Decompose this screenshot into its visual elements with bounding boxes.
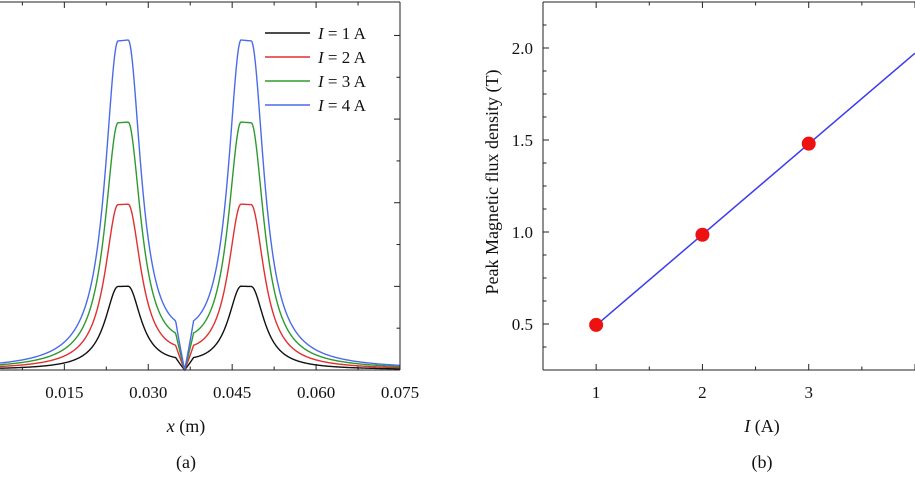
x-tick-label: 0.045 (213, 383, 251, 402)
curve-series-3 (0, 121, 401, 372)
panel-b-ticks: 1 2 3 0.5 1.0 1.5 2.0 (512, 1, 915, 402)
data-point (589, 317, 604, 332)
x-tick-label: 1 (592, 383, 601, 402)
panel-b-frame (542, 1, 915, 371)
curve-series-2 (0, 203, 401, 371)
x-tick-label: 0.030 (129, 383, 167, 402)
data-point (695, 227, 710, 242)
y-tick-label: 1.5 (512, 131, 533, 150)
panel-a-ticks: 0.015 0.030 0.045 0.060 0.075 (21, 2, 419, 402)
panel-a-legend: I = 1 A I = 2 A I = 3 A I = 4 A (265, 24, 367, 115)
fit-line (595, 52, 915, 326)
panel-a-xlabel: x (m) (166, 416, 206, 437)
curve-series-1 (0, 285, 401, 371)
panel-a: 0.015 0.030 0.045 0.060 0.075 I = 1 A I = 2 A… (0, 1, 419, 473)
panel-b: 1 2 3 0.5 1.0 1.5 2.0 Peak Magnetic flux densi… (482, 1, 915, 473)
panel-b-ylabel: Peak Magnetic flux density (T) (482, 70, 503, 295)
x-tick-label: 0.075 (381, 383, 419, 402)
y-tick-label: 1.0 (512, 223, 533, 242)
data-point (801, 136, 816, 151)
panel-a-label: (a) (176, 452, 196, 473)
panel-a-curves (0, 39, 401, 372)
curve-series-4 (0, 39, 401, 372)
legend-label: I = 1 A (317, 24, 367, 43)
x-tick-label: 2 (698, 383, 707, 402)
panel-b-label: (b) (752, 452, 773, 473)
y-tick-label: 0.5 (512, 315, 533, 334)
x-tick-label: 0.015 (45, 383, 83, 402)
legend-label: I = 4 A (317, 96, 367, 115)
panel-a-frame (0, 1, 401, 371)
y-tick-label: 2.0 (512, 39, 533, 58)
panel-b-plot (589, 52, 915, 332)
legend-label: I = 3 A (317, 72, 367, 91)
legend-label: I = 2 A (317, 48, 367, 67)
panel-b-xlabel: I (A) (743, 416, 780, 437)
x-tick-label: 3 (804, 383, 813, 402)
x-tick-label: 0.060 (297, 383, 335, 402)
